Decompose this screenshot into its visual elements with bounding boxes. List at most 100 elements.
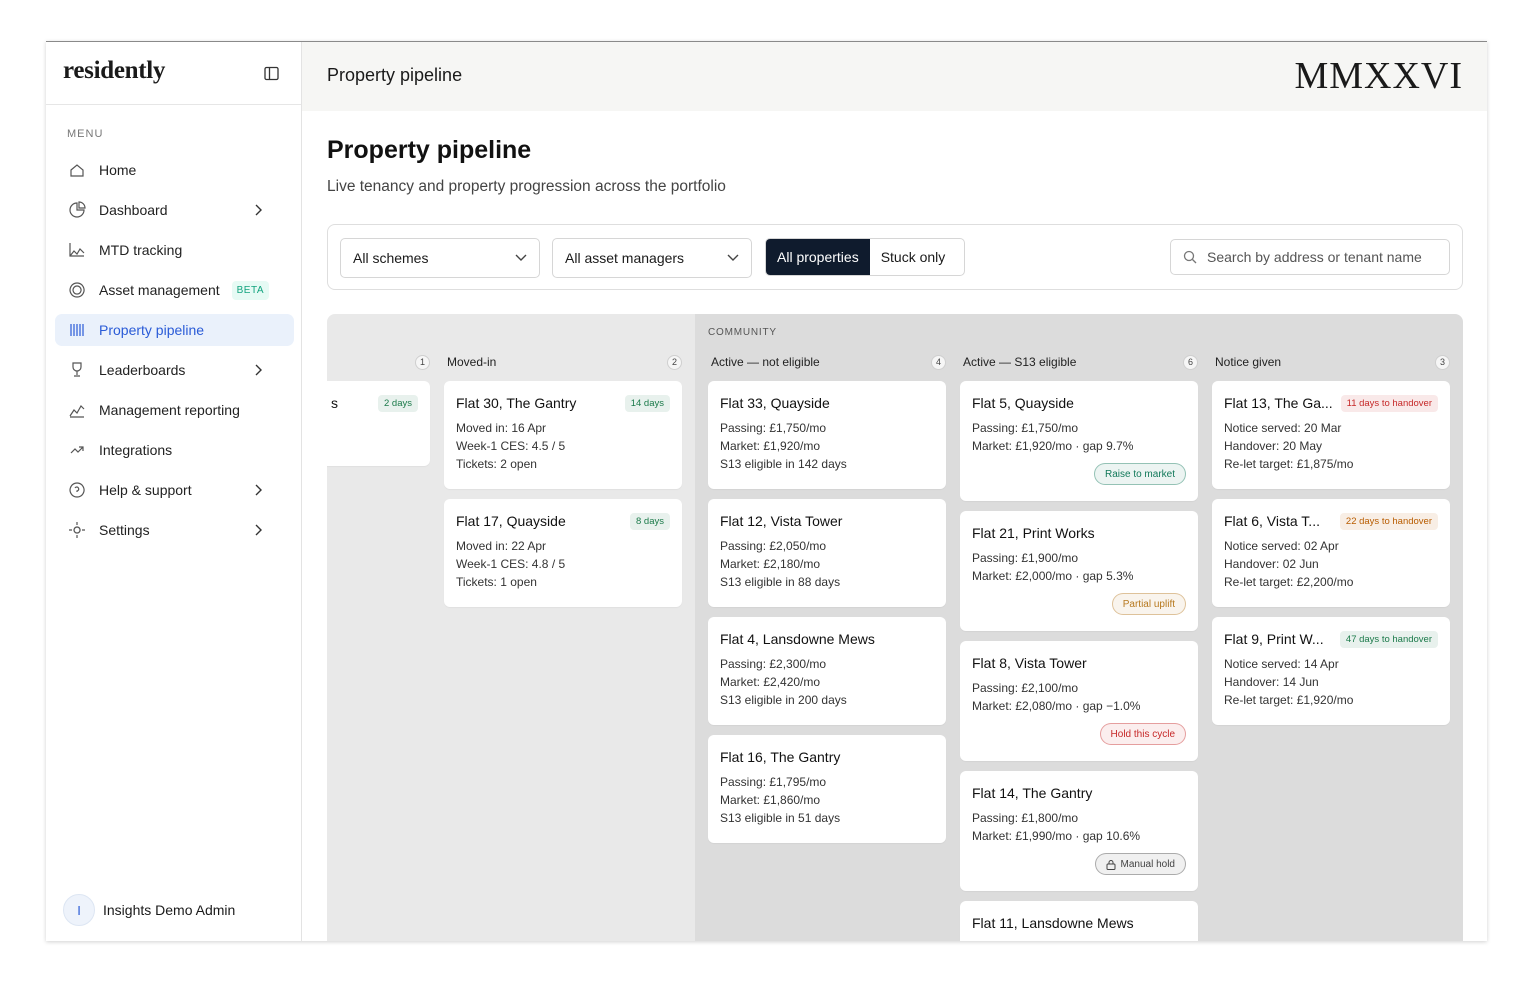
chevron (255, 204, 262, 216)
nav-icon (69, 522, 85, 538)
user-name: Insights Demo Admin (103, 902, 236, 918)
detail-line: Passing: £1,795/mo (720, 775, 827, 789)
detail-line: Re-let target: £2,200/mo (1224, 575, 1354, 589)
card[interactable]: Flat 13, The Ga... 11 days to handover Not… (1212, 381, 1450, 489)
nav-icon (70, 446, 84, 454)
card-details: Moved in: 16 Apr Week-1 CES: 4.5 / 5 Ticke… (456, 419, 670, 473)
card-title-row: Flat 21, Print Works (972, 523, 1186, 543)
card[interactable]: Flat 4, Lansdowne Mews Passing: £2,300/mo… (708, 617, 946, 725)
scheme-select[interactable]: All schemes (340, 238, 540, 278)
card[interactable]: Flat 5, Quayside Passing: £1,750/mo Market… (960, 381, 1198, 501)
chevron (727, 254, 739, 261)
chevron (515, 254, 527, 261)
search-box[interactable]: Search by address or tenant name (1170, 239, 1450, 275)
action-label: Raise to market (1104, 468, 1175, 480)
detail-line: Moved in: 16 Apr (456, 421, 547, 435)
card[interactable]: Flat 12, Vista Tower Passing: £2,050/mo Ma… (708, 499, 946, 607)
nav-item[interactable]: Property pipeline (55, 314, 294, 346)
nav-item[interactable]: Asset management BETA (55, 274, 294, 306)
sidebar: residently MENU Home Dashboard MTD trackin… (46, 42, 302, 941)
select-value: All schemes (353, 250, 429, 266)
detail-line: Market: £2,000/mo · gap 5.3% (972, 569, 1134, 583)
action-row: Hold this cycle (972, 723, 1186, 745)
nav-icon (69, 405, 85, 418)
action-row: Raise to market (972, 463, 1186, 485)
board-group: 1 s 2 days Moved-in 2 Flat 30, The Gantry 14 d… (327, 314, 695, 941)
collapse-button[interactable] (264, 66, 279, 81)
detail-line: Re-let target: £1,875/mo (1224, 457, 1354, 471)
card-title: Flat 33, Quayside (720, 395, 830, 411)
card-title: Flat 4, Lansdowne Mews (720, 631, 875, 647)
nav-item[interactable]: MTD tracking (55, 234, 294, 266)
column-title: Moved-in (447, 355, 497, 369)
card-details: Passing: £1,900/mo Market: £2,000/mo · ga… (972, 549, 1186, 585)
nav-icon (70, 164, 84, 177)
card-title-row: Flat 17, Quayside 8 days (456, 511, 670, 531)
card[interactable]: Flat 17, Quayside 8 days Moved in: 22 Apr W… (444, 499, 682, 607)
nav-item[interactable]: Settings (55, 514, 294, 546)
card-title-row: Flat 14, The Gantry (972, 783, 1186, 803)
action-pill[interactable]: Raise to market (1093, 463, 1186, 485)
nav-icon (69, 201, 86, 218)
card[interactable]: Flat 11, Lansdowne Mews (960, 901, 1198, 941)
column-header: Active — not eligible 4 (708, 352, 946, 372)
action-pill[interactable]: Partial uplift (1111, 593, 1186, 615)
detail-line: Market: £2,420/mo (720, 675, 821, 689)
brand[interactable]: residently (63, 57, 166, 84)
detail-line: Market: £2,080/mo · gap −1.0% (972, 699, 1141, 713)
card-title: Flat 21, Print Works (972, 525, 1095, 541)
card-title: s (331, 395, 338, 411)
nav-label: MTD tracking (99, 242, 183, 258)
nav-item[interactable]: Management reporting (55, 394, 294, 426)
manager-select[interactable]: All asset managers (552, 238, 752, 278)
nav-item[interactable]: Help & support (55, 474, 294, 506)
card[interactable]: Flat 16, The Gantry Passing: £1,795/mo Mar… (708, 735, 946, 843)
card-title: Flat 16, The Gantry (720, 749, 841, 765)
detail-line: Tickets: 2 open (456, 457, 537, 471)
toggle-option[interactable]: All properties (766, 239, 870, 275)
detail-line: Market: £1,920/mo · gap 9.7% (972, 439, 1134, 453)
status-badge: 22 days to handover (1339, 512, 1438, 530)
nav-item[interactable]: Integrations (55, 434, 294, 466)
toggle-option[interactable]: Stuck only (880, 249, 946, 265)
card[interactable]: Flat 30, The Gantry 14 days Moved in: 16 A… (444, 381, 682, 489)
card[interactable]: s 2 days (327, 381, 430, 466)
nav-item[interactable]: Leaderboards (55, 354, 294, 386)
column: Active — S13 eligible 6 Flat 5, Quayside Pa… (960, 340, 1198, 941)
card-details: Passing: £1,750/mo Market: £1,920/mo S13 e… (720, 419, 934, 473)
card-details: Passing: £2,300/mo Market: £2,420/mo S13 e… (720, 655, 934, 709)
card[interactable]: Flat 8, Vista Tower Passing: £2,100/mo Mar… (960, 641, 1198, 761)
detail-line: Market: £1,920/mo (720, 439, 821, 453)
detail-line: Handover: 02 Jun (1224, 557, 1319, 571)
detail-line: Passing: £2,050/mo (720, 539, 827, 553)
action-pill[interactable]: Manual hold (1094, 853, 1186, 875)
page-title: Property pipeline (327, 136, 532, 164)
card-title: Flat 6, Vista T... (1224, 513, 1320, 529)
nav-label: Help & support (99, 482, 192, 498)
nav-item[interactable]: Home (55, 154, 294, 186)
user[interactable]: I Insights Demo Admin (63, 894, 235, 926)
card[interactable]: Flat 9, Print W... 47 days to handover Not… (1212, 617, 1450, 725)
detail-line: Notice served: 14 Apr (1224, 657, 1339, 671)
card-title-row: Flat 8, Vista Tower (972, 653, 1186, 673)
card[interactable]: Flat 14, The Gantry Passing: £1,800/mo Mar… (960, 771, 1198, 891)
column-title: Active — not eligible (711, 355, 820, 369)
column: Active — not eligible 4 Flat 33, Quayside P… (708, 340, 946, 941)
action-pill[interactable]: Hold this cycle (1099, 723, 1186, 745)
status-badge: 14 days (624, 394, 670, 412)
card[interactable]: Flat 6, Vista T... 22 days to handover Not… (1212, 499, 1450, 607)
action-label: Partial uplift (1122, 598, 1175, 610)
nav-item[interactable]: Dashboard (55, 194, 294, 226)
card-title-row: Flat 6, Vista T... 22 days to handover (1224, 511, 1438, 531)
nav-icon (72, 362, 82, 377)
column-count: 6 (1183, 354, 1198, 370)
nav-label: Property pipeline (99, 322, 205, 338)
column: Moved-in 2 Flat 30, The Gantry 14 days Moved… (444, 340, 682, 617)
card[interactable]: Flat 33, Quayside Passing: £1,750/mo Marke… (708, 381, 946, 489)
card[interactable]: Flat 21, Print Works Passing: £1,900/mo Ma… (960, 511, 1198, 631)
status-badge: 47 days to handover (1339, 630, 1438, 648)
header-title: Property pipeline (327, 65, 463, 85)
nav-icon (69, 282, 85, 298)
card-title-row: Flat 33, Quayside (720, 393, 934, 413)
detail-line: Week-1 CES: 4.8 / 5 (456, 557, 566, 571)
